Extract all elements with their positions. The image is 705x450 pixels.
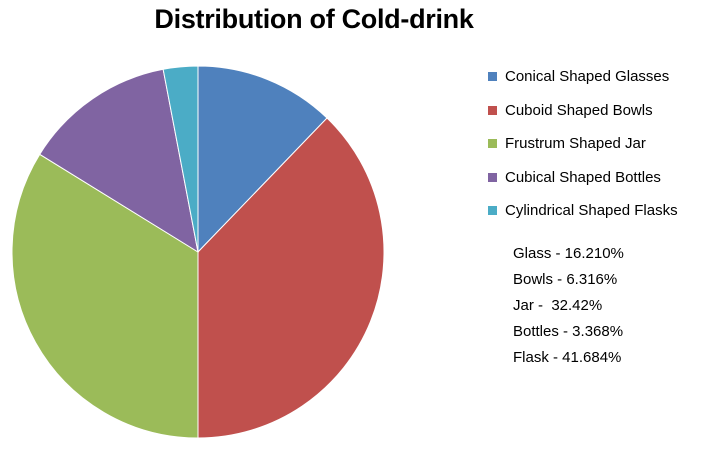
slice-frustrum-jar <box>11 153 199 439</box>
legend-label: Frustrum Shaped Jar <box>505 135 646 153</box>
slice-conical-glasses <box>197 65 328 254</box>
legend-swatch <box>488 206 497 216</box>
chart-title: Distribution of Cold-drink <box>154 4 474 34</box>
legend-item-jar: Frustrum Shaped Jar <box>488 127 678 161</box>
legend-label: Cubical Shaped Bottles <box>505 168 661 186</box>
slice-cubical-bottles <box>39 68 199 254</box>
note-bowls: Bowls - 6.316% <box>513 271 618 288</box>
legend-swatch <box>488 139 497 149</box>
note-bottles: Bottles - 3.368% <box>513 323 624 340</box>
legend-label: Conical Shaped Glasses <box>505 68 670 86</box>
legend-item-bowls: Cuboid Shaped Bowls <box>488 94 678 128</box>
chart-legend: Conical Shaped Glasses Cuboid Shaped Bow… <box>488 60 678 228</box>
legend-label: Cuboid Shaped Bowls <box>505 101 653 119</box>
legend-item-bottles: Cubical Shaped Bottles <box>488 161 678 195</box>
pie-slices <box>11 65 385 439</box>
legend-swatch <box>488 172 497 182</box>
note-flask: Flask - 41.684% <box>513 349 622 366</box>
legend-swatch <box>488 105 497 115</box>
slice-cuboid-bowls <box>197 117 385 439</box>
slice-cylindrical-flasks <box>162 65 199 253</box>
note-glass: Glass - 16.210% <box>513 245 624 262</box>
legend-label: Cylindrical Shaped Flasks <box>505 202 678 220</box>
percentage-notes: Glass - 16.210% Bowls - 6.316% Jar - 32.… <box>513 241 624 371</box>
legend-item-flasks: Cylindrical Shaped Flasks <box>488 194 678 228</box>
note-jar: Jar - 32.42% <box>513 297 603 314</box>
legend-swatch <box>488 72 497 82</box>
legend-item-glasses: Conical Shaped Glasses <box>488 60 678 94</box>
